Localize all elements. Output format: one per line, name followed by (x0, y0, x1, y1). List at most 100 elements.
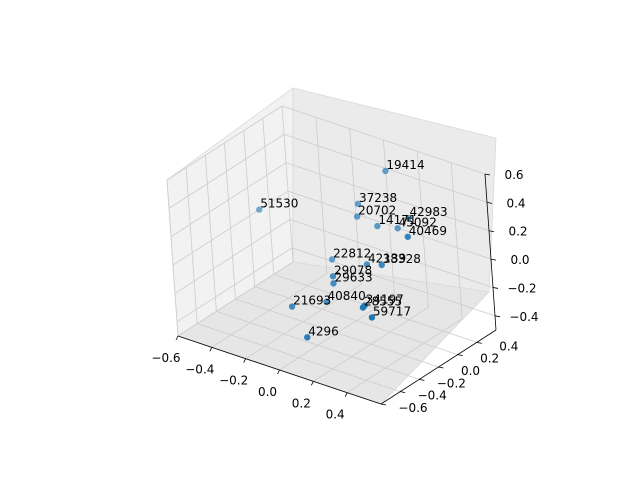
z-tick-label-0: −0.4 (509, 310, 538, 324)
z-tick-mark-4 (486, 201, 493, 204)
y-tick-label-3: 0.0 (461, 364, 480, 378)
data-point-19414 (382, 167, 389, 175)
grid-y-left-3 (224, 142, 236, 300)
x-tick-label-0: −0.6 (151, 351, 180, 365)
y-tick-label-5: 0.4 (499, 339, 518, 353)
data-point-37238 (354, 200, 362, 208)
y-tick-mark-4 (457, 354, 463, 357)
grid-x-back-0 (281, 105, 294, 263)
y-tick-mark-0 (380, 403, 387, 406)
z-tick-mark-5 (484, 173, 491, 176)
z-tick-mark-0 (494, 315, 501, 318)
x-tick-label-3: 0.0 (258, 385, 277, 399)
point-label-19414: 19414 (386, 158, 424, 172)
data-point-40840 (323, 298, 330, 306)
grid-y-left-1 (185, 167, 198, 324)
y-tick-mark-3 (438, 366, 444, 369)
y-tick-mark-2 (419, 378, 425, 381)
point-label-45092: 45092 (399, 215, 437, 229)
point-label-42983: 42983 (410, 205, 448, 219)
x-tick-mark-2 (243, 358, 247, 363)
z-tick-label-3: 0.2 (508, 225, 527, 239)
x-tick-mark-3 (277, 369, 280, 375)
grid-z-back-1 (289, 219, 494, 288)
point-label-28555: 28555 (364, 295, 402, 309)
grid-y-left-4 (243, 130, 256, 287)
y-tick-mark-5 (476, 341, 482, 344)
point-label-34197: 34197 (366, 293, 404, 307)
data-point-29633 (330, 280, 337, 287)
data-point-45092 (394, 225, 401, 232)
grid-y-left-5 (262, 118, 275, 275)
z-tick-label-4: 0.4 (506, 196, 525, 210)
x-tick-label-1: −0.4 (185, 362, 214, 376)
x-tick-label-2: −0.2 (219, 374, 248, 388)
grid-z-left-3 (170, 162, 287, 238)
point-label-14171: 14171 (378, 213, 416, 227)
z-tick-label-1: −0.2 (507, 281, 536, 295)
point-label-21693: 21693 (293, 294, 331, 308)
point-label-42139: 42139 (368, 251, 406, 265)
point-label-40469: 40469 (409, 224, 447, 238)
point-label-20702: 20702 (358, 204, 396, 218)
x-tick-label-4: 0.2 (292, 396, 311, 410)
grid-z-left-1 (174, 219, 291, 294)
point-label-59717: 59717 (373, 304, 411, 318)
z-tick-mark-3 (488, 230, 495, 233)
data-point-20702 (353, 213, 361, 220)
data-point-21693 (288, 303, 296, 310)
y-tick-label-0: −0.6 (398, 401, 427, 415)
grid-y-floor-1 (197, 323, 401, 393)
grid-z-back-3 (285, 162, 490, 232)
grid-z-left-4 (168, 134, 285, 209)
grid-x-back-4 (416, 151, 429, 308)
point-label-51530: 51530 (260, 197, 298, 211)
z-tick-mark-2 (490, 258, 497, 261)
grid-y-floor-3 (235, 298, 439, 368)
grid-y-left-2 (204, 155, 217, 312)
point-label-22812: 22812 (333, 246, 371, 260)
data-point-22812 (328, 256, 336, 263)
point-label-38328: 38328 (383, 252, 421, 266)
point-label-29078: 29078 (334, 263, 372, 277)
z-axis-line (484, 173, 497, 331)
grid-x-back-5 (450, 162, 463, 319)
data-point-29078 (329, 273, 337, 280)
grid-y-floor-5 (273, 273, 477, 343)
x-tick-label-5: 0.4 (326, 408, 345, 422)
x-tick-mark-1 (209, 347, 213, 352)
grid-y-floor-2 (216, 310, 420, 380)
y-tick-label-4: 0.2 (480, 352, 499, 366)
data-point-59717 (368, 314, 376, 321)
data-point-14171 (374, 222, 381, 230)
grid-z-left-0 (176, 247, 293, 323)
z-tick-mark-1 (492, 287, 499, 289)
data-point-28555 (359, 304, 367, 311)
grid-z-left-2 (172, 190, 289, 266)
data-point-4296 (304, 334, 311, 341)
point-label-40840: 40840 (328, 289, 366, 303)
point-label-4296: 4296 (308, 324, 339, 338)
data-points: 19414 42983 372382070214171450924046942139… (256, 158, 448, 341)
x-tick-mark-5 (344, 392, 348, 397)
data-point-42139 (363, 261, 371, 268)
point-label-29633: 29633 (335, 270, 373, 284)
data-point-42983 (405, 214, 412, 222)
z-tick-label-2: 0.0 (510, 253, 529, 267)
data-point-40469 (404, 233, 411, 240)
z-tick-label-5: 0.6 (504, 168, 523, 182)
grid-y-left-0 (166, 179, 179, 337)
grid-z-back-0 (291, 247, 496, 317)
y-tick-label-2: −0.2 (437, 376, 466, 390)
grid-z-back-2 (287, 190, 492, 260)
data-point-38328 (378, 261, 385, 269)
grid-z-back-5 (281, 105, 486, 175)
grid-x-back-2 (349, 128, 362, 285)
grid-z-left-5 (166, 105, 283, 181)
data-point-51530 (256, 206, 263, 213)
x-tick-mark-0 (175, 335, 179, 341)
x-tick-mark-4 (310, 381, 314, 386)
y-tick-label-1: −0.4 (418, 389, 447, 403)
grid-y-floor-4 (254, 286, 458, 356)
